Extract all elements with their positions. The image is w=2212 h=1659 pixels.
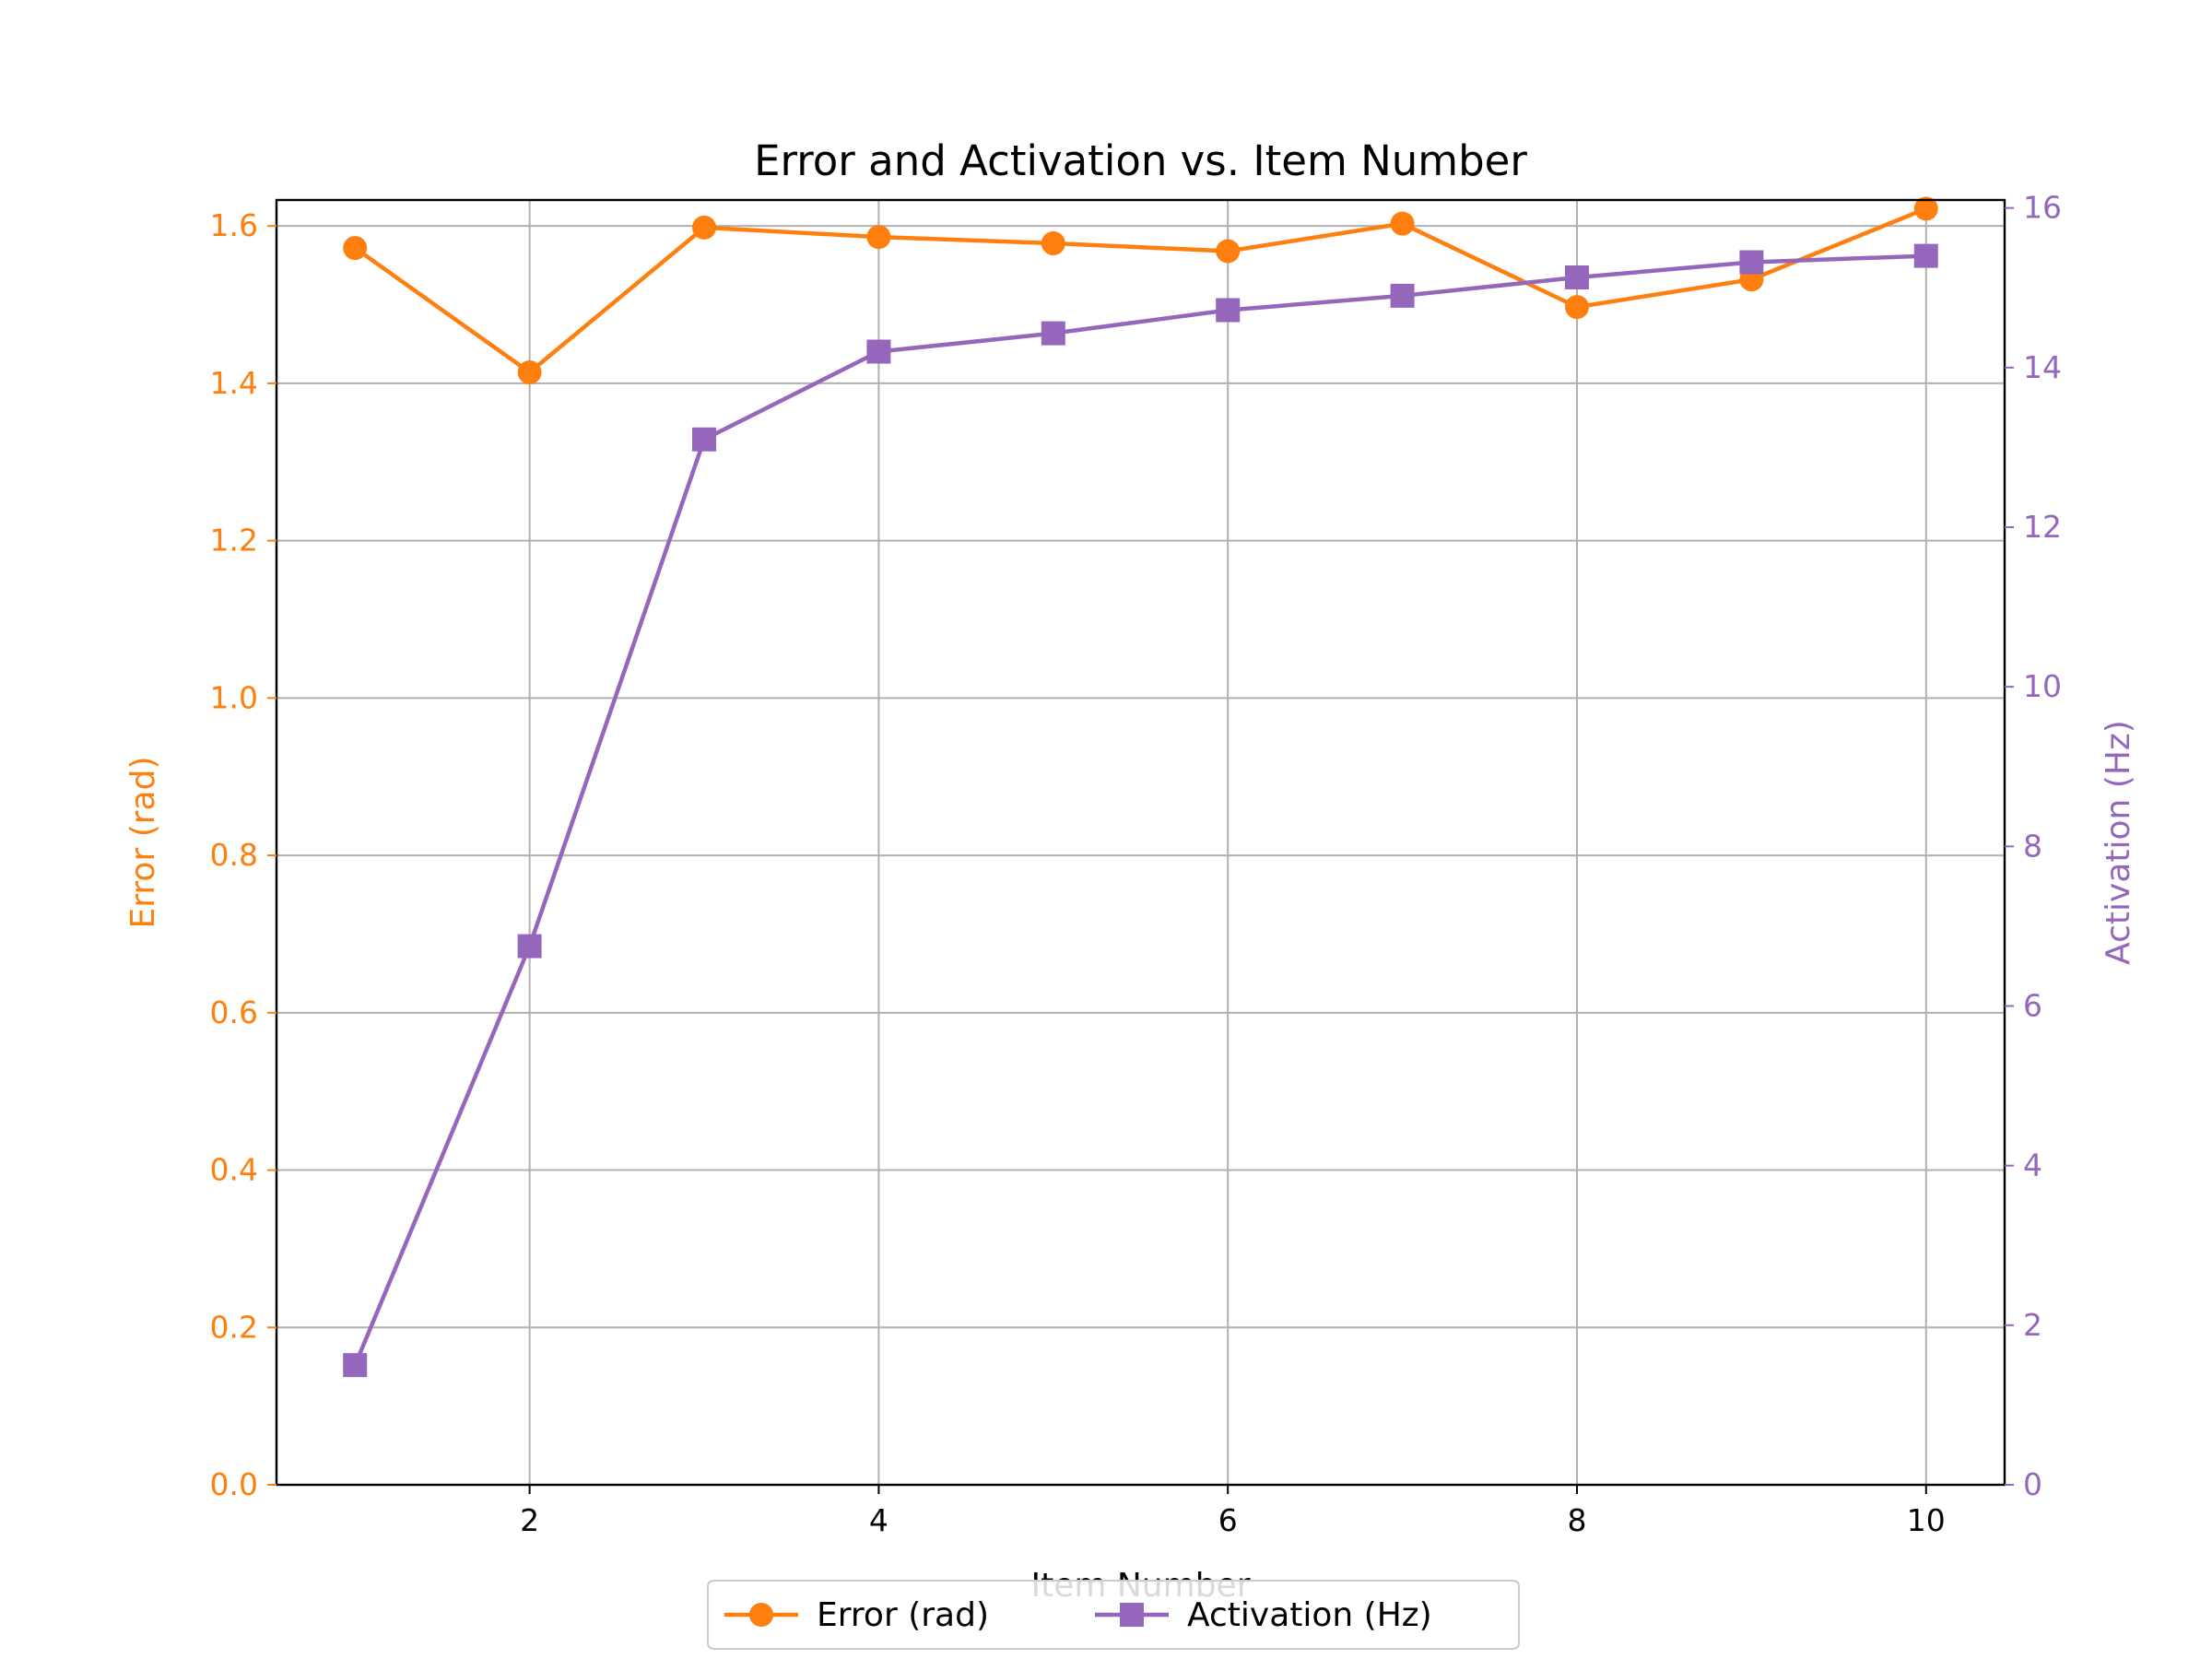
data-point xyxy=(517,359,542,384)
data-point xyxy=(1390,211,1415,236)
y-tick-label-right: 10 xyxy=(2023,668,2062,704)
data-point xyxy=(1564,295,1589,320)
data-point xyxy=(1216,298,1241,323)
data-point xyxy=(343,1353,368,1378)
data-point xyxy=(692,427,717,452)
x-tick-label: 4 xyxy=(869,1502,888,1538)
y-tick-label-right: 4 xyxy=(2023,1147,2042,1183)
legend-entry: Error (rad) xyxy=(724,1596,989,1634)
data-point xyxy=(692,215,717,240)
legend-entry: Activation (Hz) xyxy=(1095,1596,1432,1634)
data-point xyxy=(517,934,542,959)
legend-label: Activation (Hz) xyxy=(1187,1596,1432,1634)
y-tick-label-left: 0.6 xyxy=(210,994,258,1030)
series-line xyxy=(353,253,1926,1366)
data-point xyxy=(1913,196,1938,221)
y-tick-label-left: 0.0 xyxy=(210,1466,258,1502)
legend: Error (rad) Activation (Hz) xyxy=(707,1580,1520,1650)
y-tick-label-left: 1.2 xyxy=(210,523,258,559)
y-tick-label-right: 16 xyxy=(2023,190,2062,226)
y-tick-label-left: 0.8 xyxy=(210,837,258,873)
plot-frame xyxy=(275,198,2006,1487)
ticks-layer: 2 4 6 8 10 0.0 0.2 0.4 0.6 0.8 1.0 1.2 1.4 1.6 0 2 4 6 8 10… xyxy=(210,190,2062,1538)
y-tick-label-right: 0 xyxy=(2023,1466,2042,1502)
x-tick-label: 6 xyxy=(1218,1502,1238,1538)
y-tick-label-right: 2 xyxy=(2023,1307,2042,1343)
x-tick-label: 2 xyxy=(520,1502,539,1538)
y-tick-label-right: 8 xyxy=(2023,828,2042,864)
x-tick-label: 10 xyxy=(1907,1502,1946,1538)
data-point xyxy=(1913,243,1938,268)
data-point xyxy=(1216,239,1241,264)
y-axis-title-right: Activation (Hz) xyxy=(2100,720,2137,965)
data-point xyxy=(1564,265,1589,289)
series-line xyxy=(353,206,1927,375)
legend-marker xyxy=(749,1603,773,1627)
data-point xyxy=(866,339,891,364)
series-activation xyxy=(343,243,1938,1378)
legend-marker xyxy=(1120,1603,1144,1627)
series-layer xyxy=(343,196,1938,1378)
data-point xyxy=(1041,230,1065,255)
data-point xyxy=(866,225,891,250)
y-tick-label-right: 12 xyxy=(2023,509,2062,545)
y-tick-label-left: 1.6 xyxy=(210,207,258,243)
data-point xyxy=(1041,321,1065,346)
data-point xyxy=(1739,250,1764,275)
y-tick-label-left: 0.2 xyxy=(210,1309,258,1345)
y-tick-label-right: 14 xyxy=(2023,349,2062,385)
y-tick-label-left: 1.0 xyxy=(210,679,258,715)
x-tick-label: 8 xyxy=(1567,1502,1586,1538)
data-point xyxy=(343,236,368,261)
y-tick-label-left: 1.4 xyxy=(210,365,258,401)
chart-title: Error and Activation vs. Item Number xyxy=(754,136,1527,185)
data-point xyxy=(1390,283,1415,308)
y-axis-title-left: Error (rad) xyxy=(124,757,162,929)
legend-label: Error (rad) xyxy=(817,1596,989,1634)
y-tick-label-right: 6 xyxy=(2023,987,2042,1023)
y-tick-label-left: 0.4 xyxy=(210,1152,258,1188)
